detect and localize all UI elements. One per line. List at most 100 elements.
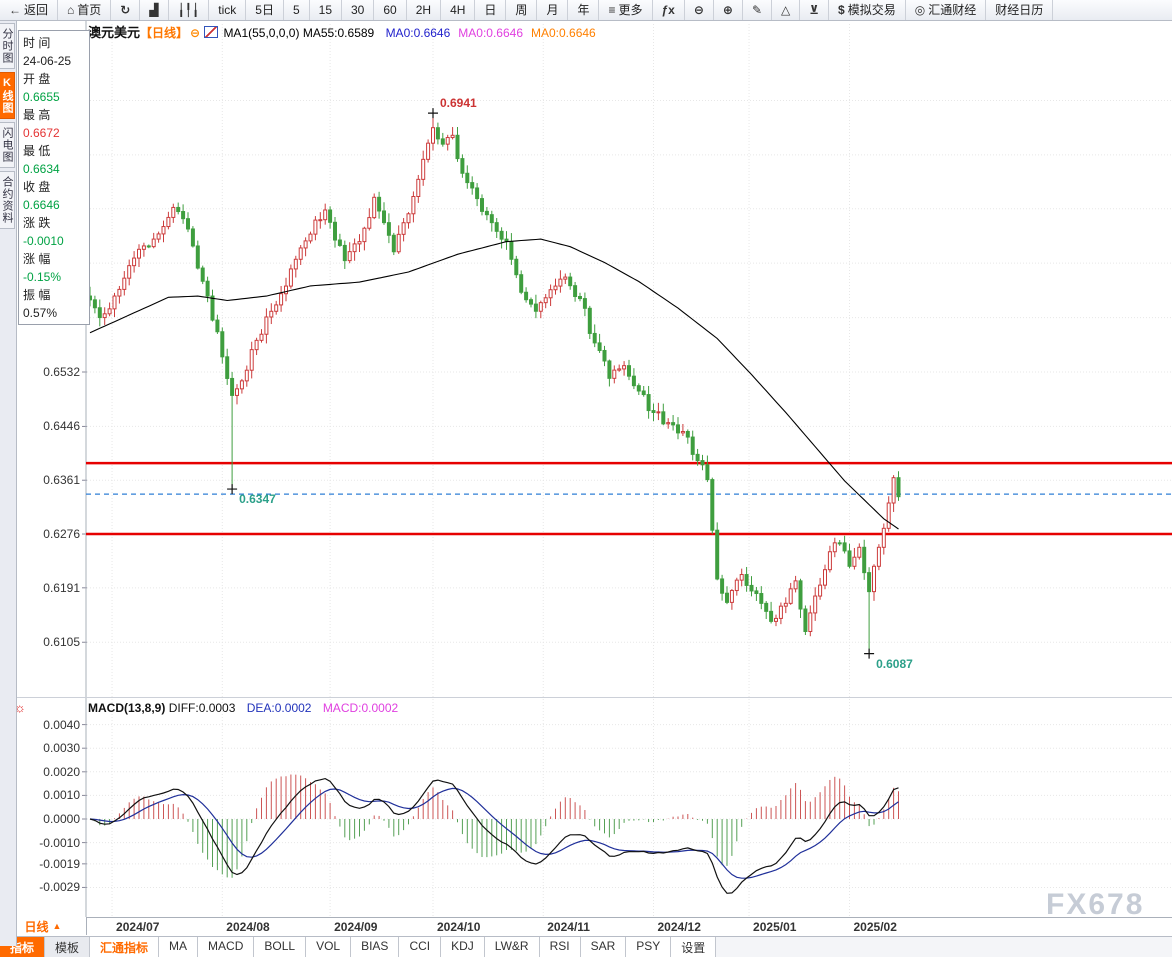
y-axis-label: 0.6276 [43, 527, 80, 542]
chart-type-tab[interactable]: 分时图 [0, 23, 15, 69]
x-axis-label: 2025/01 [753, 920, 797, 934]
toolbar-button[interactable]: ⌂ 首页 [58, 0, 112, 20]
info-value: 0.57% [23, 306, 58, 320]
toolbar-button[interactable]: 财经日历 [986, 0, 1054, 20]
ma55-value: MA55:0.6589 [302, 26, 375, 40]
top-toolbar: ← 返回 ⌂ 首页 ↻ ▟ ╽╿╽ tick 5日 5 15 30 60 2H 4H… [0, 0, 1172, 21]
macd-y-axis-label: 0.0030 [43, 741, 80, 756]
indicator-tab[interactable]: LW&R [484, 937, 540, 957]
indicator-tab[interactable]: MACD [198, 937, 255, 957]
toolbar-button[interactable]: ← 返回 [0, 0, 59, 20]
toolbar-button[interactable]: 4H [441, 0, 476, 20]
info-label: 涨 幅 [23, 252, 51, 266]
toolbar-button[interactable]: ƒx [653, 0, 685, 20]
y-axis-label: 0.6446 [43, 419, 80, 434]
macd-y-axis-label: 0.0040 [43, 717, 80, 732]
x-axis-label: 2025/02 [853, 920, 897, 934]
toolbar-button[interactable]: 15 [310, 0, 342, 20]
price-annotation: 0.6087 [876, 656, 913, 671]
indicator-tab[interactable]: VOL [306, 937, 352, 957]
indicator-tab[interactable]: 模板 [45, 937, 91, 957]
toolbar-button[interactable]: ⊖ [685, 0, 714, 20]
chart-header: 澳元美元【日线】 ⊖ MA1(55,0,0,0) MA55:0.6589 MA0:… [88, 22, 596, 41]
toolbar-button[interactable]: ▟ [140, 0, 169, 20]
indicator-tab[interactable]: BIAS [351, 937, 400, 957]
indicator-tab[interactable]: BOLL [254, 937, 307, 957]
toolbar-button[interactable]: 5 [284, 0, 310, 20]
info-value: 0.6634 [23, 162, 60, 176]
toolbar-button[interactable]: 5日 [246, 0, 284, 20]
toolbar-button[interactable]: ✎ [743, 0, 773, 20]
indicator-tab[interactable]: 设置 [671, 937, 717, 957]
macd-macd-value: MACD:0.0002 [322, 701, 399, 715]
chart-type-tab[interactable]: 合约资料 [0, 171, 15, 229]
info-row: 时 间 24-06-25 [23, 34, 85, 70]
toolbar-button-icon: ╽╿╽ [177, 2, 200, 17]
toolbar-button-label: 60 [383, 2, 397, 17]
period-selector[interactable]: 日线 ▲ [0, 917, 87, 935]
collapse-icon[interactable]: ⊖ [190, 26, 201, 40]
toolbar-button[interactable]: tick [209, 0, 247, 20]
info-row: 开 盘 0.6655 [23, 70, 85, 106]
info-label: 开 盘 [23, 72, 51, 86]
toolbar-button[interactable]: 2H [407, 0, 442, 20]
toolbar-button[interactable]: 60 [374, 0, 407, 20]
toolbar-button[interactable]: 年 [568, 0, 600, 20]
indicator-tab[interactable]: 汇通指标 [90, 937, 160, 957]
toolbar-button-icon: ƒx [661, 2, 675, 17]
ma-value: MA0:0.6646 [458, 26, 523, 40]
macd-y-axis-label: -0.0019 [39, 856, 80, 871]
toolbar-button[interactable]: 周 [506, 0, 538, 20]
toolbar-button[interactable]: ╽╿╽ [169, 0, 210, 20]
x-axis-label: 2024/07 [116, 920, 160, 934]
toolbar-button[interactable]: ⊕ [714, 0, 743, 20]
toolbar-button-label: 首页 [77, 2, 102, 17]
toolbar-button[interactable]: 日 [475, 0, 507, 20]
toolbar-button[interactable]: 月 [537, 0, 569, 20]
indicator-tab[interactable]: MA [159, 937, 199, 957]
indicator-tab[interactable]: SAR [580, 937, 627, 957]
toolbar-button[interactable]: ≡ 更多 [599, 0, 653, 20]
x-axis-label: 2024/11 [547, 920, 590, 934]
toolbar-button[interactable]: ⊻ [800, 0, 830, 20]
indicator-tab[interactable]: RSI [539, 937, 581, 957]
toolbar-button[interactable]: 30 [342, 0, 375, 20]
macd-y-axis-label: -0.0010 [39, 835, 80, 850]
macd-title: MACD(13,8,9) [88, 701, 166, 715]
toolbar-button[interactable]: $ 模拟交易 [829, 0, 906, 20]
info-value: 0.6655 [23, 90, 60, 104]
chart-type-tab[interactable]: 闪电图 [0, 122, 15, 168]
macd-y-axis-label: -0.0029 [39, 880, 80, 895]
toolbar-button-label: 30 [351, 2, 365, 17]
toolbar-button-label: 周 [515, 2, 528, 17]
indicator-tabbar: 指标 模板 汇通指标 MA MACD BOLL VOL BIAS CCI KDJ… [0, 936, 1172, 957]
ma-values: MA0:0.6646 MA0:0.6646 MA0:0.6646 [378, 26, 596, 40]
toolbar-button-icon: ⊕ [722, 2, 733, 17]
toolbar-button-label: 年 [577, 2, 590, 17]
macd-y-axis-label: 0.0010 [43, 788, 80, 803]
info-label: 最 高 [23, 108, 51, 122]
indicator-tab[interactable]: KDJ [441, 937, 485, 957]
toolbar-button-label: 财经日历 [995, 2, 1044, 17]
x-axis-label: 2024/09 [334, 920, 378, 934]
toolbar-button[interactable]: ↻ [111, 0, 141, 20]
toolbar-button[interactable]: △ [772, 0, 801, 20]
info-row: 最 低 0.6634 [23, 142, 85, 178]
toolbar-button[interactable]: ◎ 汇通财经 [906, 0, 987, 20]
chart-type-tab[interactable]: K线图 [0, 72, 15, 119]
watermark: FX678 [1046, 888, 1145, 921]
macd-y-axis-label: 0.0020 [43, 764, 80, 779]
toolbar-button-label: 4H [450, 2, 466, 17]
symbol-name: 澳元美元 [88, 25, 141, 40]
price-annotation: 0.6347 [239, 492, 276, 507]
indicator-tab[interactable]: PSY [626, 937, 672, 957]
toolbar-button-icon: ≡ [608, 2, 616, 17]
indicator-tab[interactable]: CCI [399, 937, 442, 957]
info-row: 涨 幅 -0.15% [23, 250, 85, 286]
toolbar-button-label: 5 [292, 2, 300, 17]
y-axis-label: 0.6361 [43, 473, 80, 488]
indicator-settings-icon[interactable]: ☼ [14, 700, 26, 715]
price-annotation: 0.6941 [440, 96, 477, 111]
info-value: -0.15% [23, 270, 62, 284]
